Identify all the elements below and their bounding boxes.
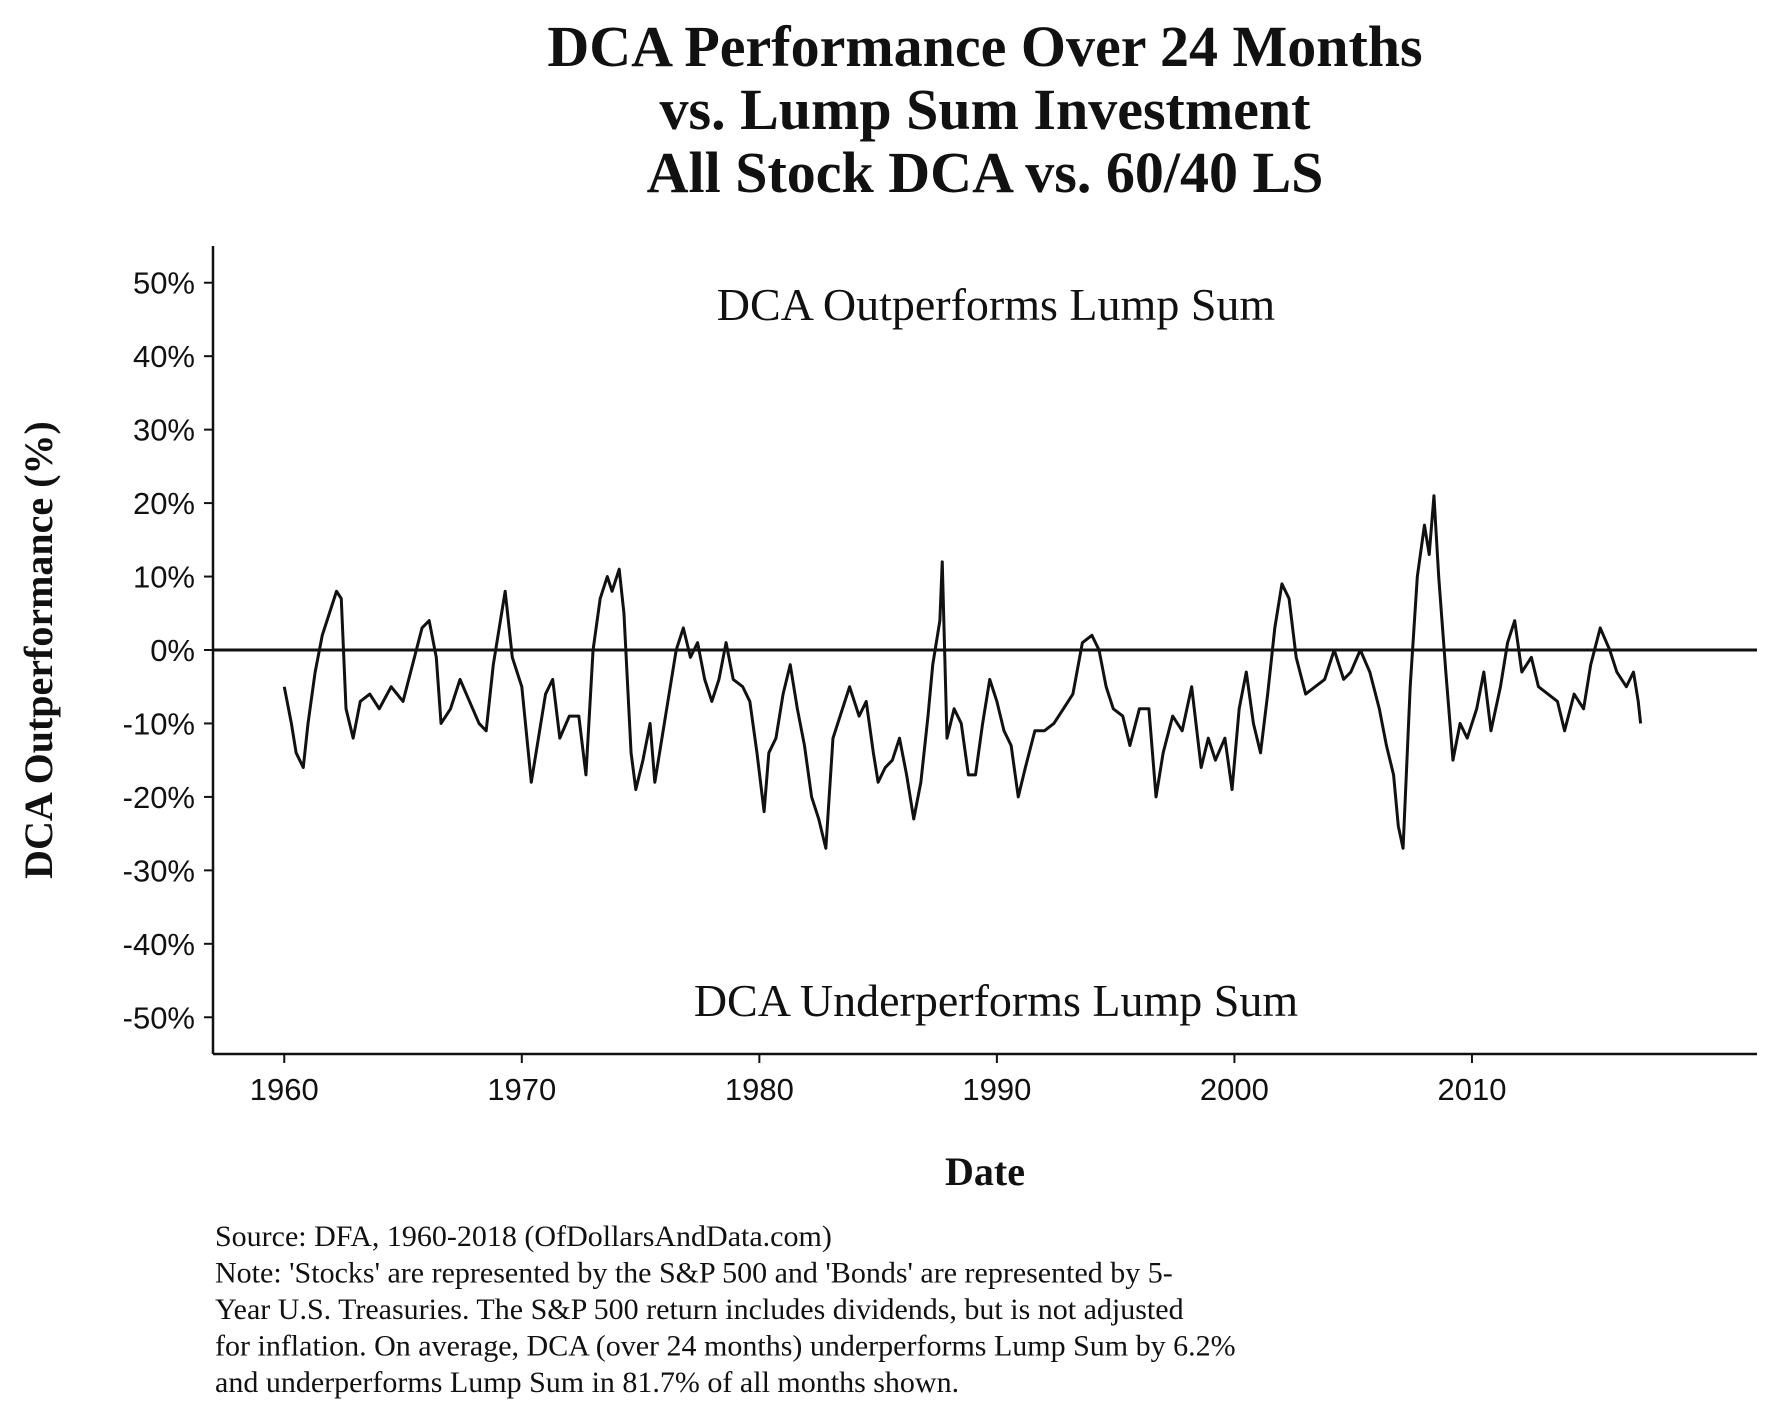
caption: Source: DFA, 1960-2018 (OfDollarsAndData… (215, 1220, 1236, 1399)
y-tick-label: -50% (123, 1000, 195, 1035)
y-tick-label: 40% (133, 339, 195, 374)
x-tick-label: 1990 (962, 1072, 1031, 1107)
title-line: vs. Lump Sum Investment (660, 77, 1312, 142)
y-tick-label: -30% (123, 853, 195, 888)
title: DCA Performance Over 24 Months vs. Lump … (547, 14, 1422, 205)
x-tick-label: 1970 (487, 1072, 556, 1107)
x-axis-label: Date (945, 1149, 1025, 1194)
x-tick-label: 1960 (250, 1072, 319, 1107)
caption-line: Source: DFA, 1960-2018 (OfDollarsAndData… (215, 1220, 832, 1253)
y-tick-label: -20% (123, 780, 195, 815)
y-tick-label: 50% (133, 266, 195, 301)
x-tick-label: 2000 (1200, 1072, 1269, 1107)
caption-line: and underperforms Lump Sum in 81.7% of a… (215, 1366, 959, 1399)
annotation: DCA Outperforms Lump Sum (717, 279, 1276, 330)
y-tick-label: 0% (150, 633, 195, 668)
caption-line: for inflation. On average, DCA (over 24 … (215, 1330, 1236, 1363)
y-tick-label: 10% (133, 560, 195, 595)
annotation: DCA Underperforms Lump Sum (694, 975, 1299, 1026)
x-tick-label: 1980 (725, 1072, 794, 1107)
y-axis-label: DCA Outperformance (%) (16, 421, 61, 879)
title-line: All Stock DCA vs. 60/40 LS (647, 140, 1324, 205)
y-tick-label: 30% (133, 413, 195, 448)
y-tick-label: -10% (123, 706, 195, 741)
title-line: DCA Performance Over 24 Months (547, 14, 1422, 79)
x-tick-label: 2010 (1437, 1072, 1506, 1107)
data-line (282, 494, 1643, 850)
y-tick-label: 20% (133, 486, 195, 521)
caption-line: Note: 'Stocks' are represented by the S&… (215, 1257, 1173, 1290)
caption-line: Year U.S. Treasuries. The S&P 500 return… (215, 1293, 1184, 1326)
y-tick-label: -40% (123, 927, 195, 962)
